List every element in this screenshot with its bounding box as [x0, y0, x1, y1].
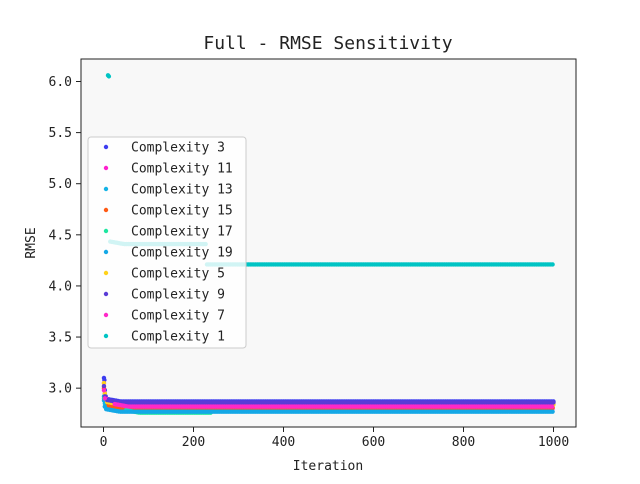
legend-label: Complexity 17 — [131, 225, 233, 240]
legend-marker — [103, 165, 109, 171]
series-layer — [101, 73, 556, 415]
legend-label: Complexity 1 — [131, 330, 225, 345]
legend-marker — [103, 228, 109, 234]
legend-label: Complexity 13 — [131, 183, 233, 198]
data-point — [101, 388, 107, 393]
data-point — [102, 396, 108, 401]
legend-label: Complexity 7 — [131, 309, 225, 324]
series-complexity-19 — [101, 398, 555, 414]
x-tick-label: 400 — [272, 435, 295, 450]
legend-marker — [103, 207, 109, 213]
legend-box — [87, 136, 247, 349]
legend-item: Complexity 13 — [103, 183, 233, 198]
y-tick-label: 3.5 — [49, 331, 72, 346]
y-tick-label: 6.0 — [49, 75, 72, 90]
x-tick-label: 200 — [182, 435, 205, 450]
x-tick-label: 0 — [100, 435, 108, 450]
legend-item: Complexity 1 — [103, 330, 225, 345]
chart-title: Full - RMSE Sensitivity — [203, 33, 452, 54]
legend-item: Complexity 17 — [103, 225, 233, 240]
y-tick-label: 4.5 — [49, 228, 72, 243]
x-tick-label: 600 — [362, 435, 385, 450]
legend-item: Complexity 9 — [103, 288, 225, 303]
plot-frame — [80, 58, 577, 428]
legend-item: Complexity 3 — [103, 141, 225, 156]
data-point — [550, 409, 555, 414]
y-axis-label: RMSE — [24, 227, 39, 258]
legend-label: Complexity 3 — [131, 141, 225, 156]
data-point — [101, 383, 107, 389]
legend-label: Complexity 5 — [131, 267, 225, 282]
x-tick-label: 1000 — [538, 435, 569, 450]
legend-marker — [103, 270, 109, 276]
series-complexity-9 — [101, 383, 556, 405]
legend-item: Complexity 11 — [103, 162, 233, 177]
legend-marker — [103, 291, 109, 297]
legend: Complexity 3 Complexity 11 Complexity 13 Co… — [87, 136, 247, 349]
data-point — [106, 74, 112, 79]
data-point — [550, 262, 555, 267]
legend-item: Complexity 19 — [103, 246, 233, 261]
x-axis-label: Iteration — [293, 459, 363, 474]
y-tick-label: 5.0 — [49, 177, 72, 192]
legend-label: Complexity 15 — [131, 204, 233, 219]
series-complexity-7 — [101, 388, 555, 409]
data-point — [101, 380, 107, 386]
legend-label: Complexity 11 — [131, 162, 233, 177]
y-tick-label: 3.0 — [49, 382, 72, 397]
legend-item: Complexity 7 — [103, 309, 225, 324]
legend-marker — [103, 186, 109, 192]
legend-marker — [103, 249, 109, 255]
x-axis: 0 200 400 600 800 1000 — [100, 427, 569, 450]
legend-label: Complexity 19 — [131, 246, 233, 261]
y-axis: 3.0 3.5 4.0 4.5 5.0 5.5 6.0 — [49, 75, 81, 397]
legend-label: Complexity 9 — [131, 288, 225, 303]
y-tick-label: 4.0 — [49, 279, 72, 294]
data-point — [551, 400, 556, 405]
legend-marker — [103, 144, 109, 150]
legend-item: Complexity 5 — [103, 267, 225, 282]
legend-item: Complexity 15 — [103, 204, 233, 219]
data-point — [549, 404, 555, 409]
x-tick-label: 800 — [452, 435, 475, 450]
legend-marker — [103, 333, 109, 339]
y-tick-label: 5.5 — [49, 126, 72, 141]
legend-marker — [103, 312, 109, 318]
